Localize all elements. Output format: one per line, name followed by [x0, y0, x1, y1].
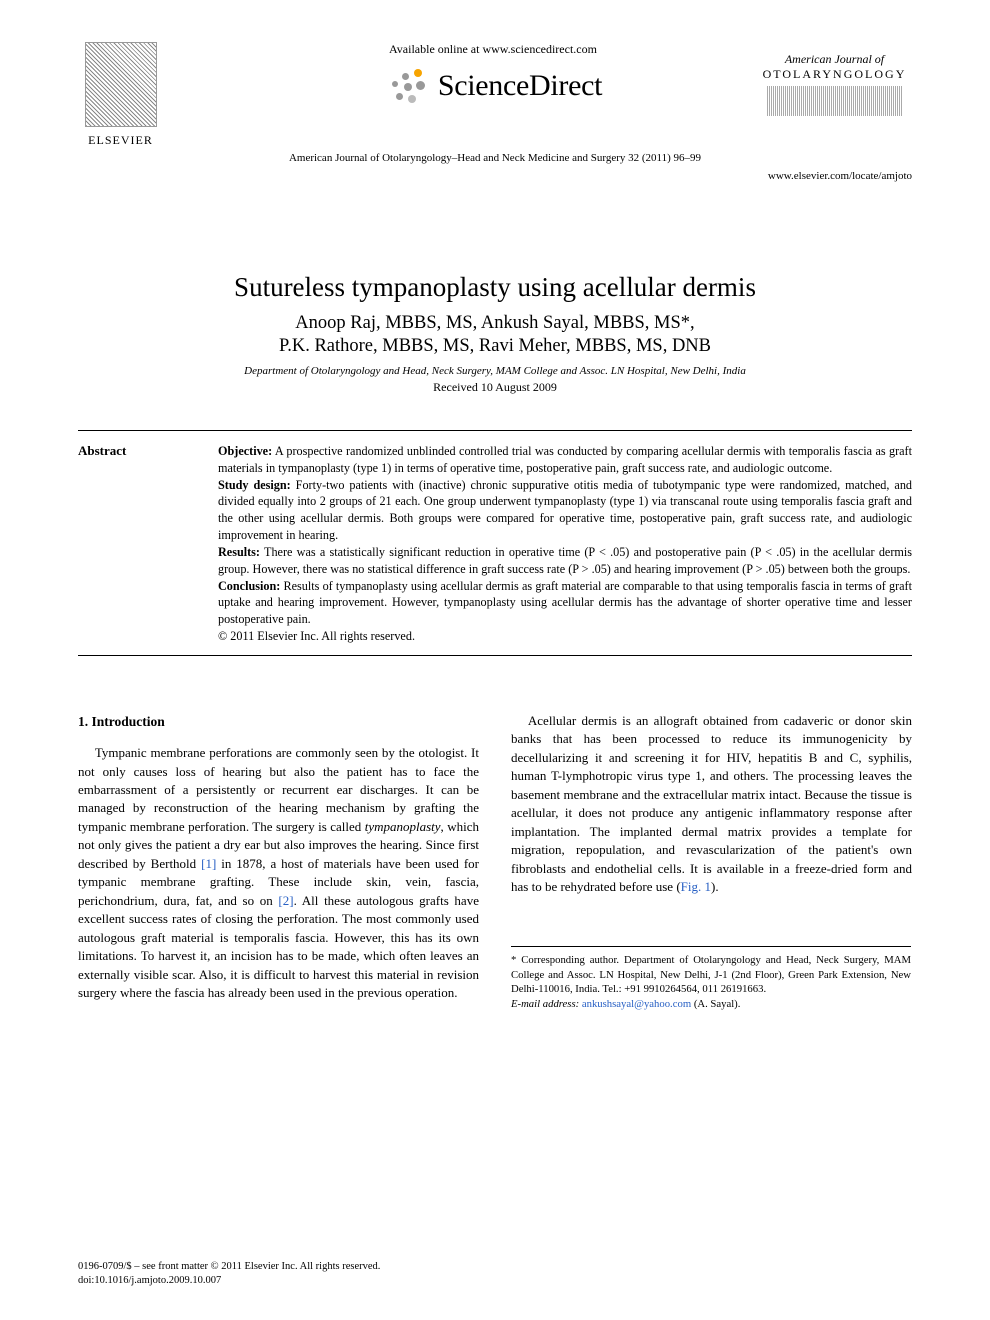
email-label: E-mail address:: [511, 998, 579, 1010]
email-line: E-mail address: ankushsayal@yahoo.com (A…: [511, 997, 911, 1011]
authors-line1: Anoop Raj, MBBS, MS, Ankush Sayal, MBBS,…: [78, 313, 912, 334]
conclusion-lead: Conclusion:: [218, 579, 280, 593]
authors-line2: P.K. Rathore, MBBS, MS, Ravi Meher, MBBS…: [78, 336, 912, 357]
abstract-label: Abstract: [78, 443, 218, 645]
affiliation: Department of Otolaryngology and Head, N…: [78, 365, 912, 377]
available-online-text: Available online at www.sciencedirect.co…: [303, 42, 683, 57]
article-title: Sutureless tympanoplasty using acellular…: [78, 272, 912, 303]
sciencedirect-dots-icon: [384, 67, 430, 105]
email-tail: (A. Sayal).: [691, 998, 740, 1010]
publisher-name: ELSEVIER: [78, 133, 163, 148]
page-header: ELSEVIER Available online at www.science…: [78, 42, 912, 207]
email-link[interactable]: ankushsayal@yahoo.com: [582, 998, 691, 1010]
footnotes: * Corresponding author. Department of Ot…: [511, 946, 911, 1011]
abstract-block: Abstract Objective: A prospective random…: [78, 430, 912, 656]
sciencedirect-logo: ScienceDirect: [303, 67, 683, 105]
design-text: Forty-two patients with (inactive) chron…: [218, 478, 912, 542]
intro-para-2: Acellular dermis is an allograft obtaine…: [511, 712, 912, 897]
intro-para-1: Tympanic membrane perforations are commo…: [78, 744, 479, 1002]
journal-url: www.elsevier.com/locate/amjoto: [768, 170, 912, 182]
doi-line: doi:10.1016/j.amjoto.2009.10.007: [78, 1274, 380, 1288]
sciencedirect-block: Available online at www.sciencedirect.co…: [303, 42, 683, 121]
abstract-copyright: © 2011 Elsevier Inc. All rights reserved…: [218, 628, 912, 645]
journal-name-line1: American Journal of: [757, 52, 912, 67]
elsevier-tree-icon: [85, 42, 157, 127]
results-lead: Results:: [218, 545, 260, 559]
section-heading-intro: 1. Introduction: [78, 712, 479, 731]
title-block: Sutureless tympanoplasty using acellular…: [78, 272, 912, 395]
front-matter-line: 0196-0709/$ – see front matter © 2011 El…: [78, 1260, 380, 1274]
conclusion-text: Results of tympanoplasty using acellular…: [218, 579, 912, 627]
abstract-body: Objective: A prospective randomized unbl…: [218, 443, 912, 645]
objective-lead: Objective:: [218, 444, 272, 458]
tympanoplasty-term: tympanoplasty: [365, 819, 441, 834]
body-text: 1. Introduction Tympanic membrane perfor…: [78, 712, 912, 1011]
corresponding-author-note: * Corresponding author. Department of Ot…: [511, 953, 911, 996]
received-date: Received 10 August 2009: [78, 380, 912, 395]
objective-text: A prospective randomized unblinded contr…: [218, 444, 912, 475]
journal-reference: American Journal of Otolaryngology–Head …: [78, 152, 912, 164]
page-footer: 0196-0709/$ – see front matter © 2011 El…: [78, 1260, 380, 1288]
results-text: There was a statistically significant re…: [218, 545, 912, 576]
publisher-logo: ELSEVIER: [78, 42, 163, 148]
journal-logo: American Journal of OTOLARYNGOLOGY: [757, 52, 912, 116]
sciencedirect-wordmark: ScienceDirect: [438, 69, 602, 103]
citation-2[interactable]: [2]: [278, 893, 293, 908]
journal-name-line2: OTOLARYNGOLOGY: [757, 67, 912, 82]
figure-1-ref[interactable]: Fig. 1: [681, 879, 711, 894]
design-lead: Study design:: [218, 478, 291, 492]
citation-1[interactable]: [1]: [201, 856, 216, 871]
journal-decoration-icon: [767, 86, 902, 116]
